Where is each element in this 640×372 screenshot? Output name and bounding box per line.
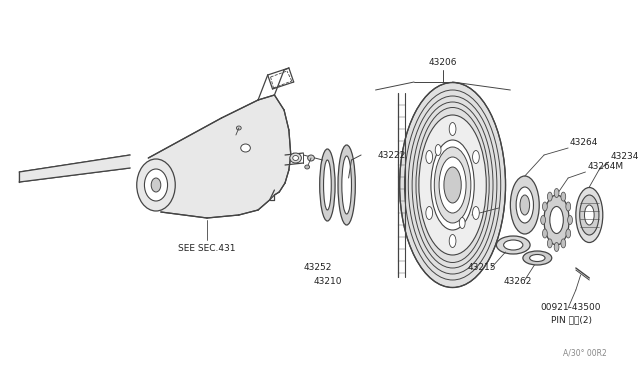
Ellipse shape bbox=[584, 205, 594, 225]
Ellipse shape bbox=[435, 144, 441, 155]
Ellipse shape bbox=[561, 239, 566, 248]
Ellipse shape bbox=[419, 115, 486, 255]
Ellipse shape bbox=[550, 206, 563, 234]
Ellipse shape bbox=[439, 157, 466, 213]
Polygon shape bbox=[19, 155, 130, 182]
Ellipse shape bbox=[520, 195, 530, 215]
Polygon shape bbox=[148, 95, 291, 218]
Ellipse shape bbox=[236, 126, 241, 130]
Text: 43264: 43264 bbox=[570, 138, 598, 147]
Ellipse shape bbox=[145, 169, 168, 201]
Ellipse shape bbox=[504, 240, 523, 250]
Text: A/30° 00R2: A/30° 00R2 bbox=[563, 349, 607, 358]
Ellipse shape bbox=[472, 206, 479, 219]
Ellipse shape bbox=[561, 192, 566, 201]
Ellipse shape bbox=[449, 122, 456, 135]
Ellipse shape bbox=[444, 167, 461, 203]
Ellipse shape bbox=[516, 187, 534, 223]
Text: 00921-43500: 00921-43500 bbox=[541, 304, 601, 312]
Ellipse shape bbox=[497, 236, 530, 254]
Ellipse shape bbox=[547, 239, 552, 248]
Ellipse shape bbox=[426, 151, 433, 164]
Ellipse shape bbox=[544, 195, 569, 245]
Text: 43210: 43210 bbox=[313, 278, 342, 286]
Ellipse shape bbox=[308, 155, 314, 161]
Ellipse shape bbox=[554, 243, 559, 251]
Ellipse shape bbox=[435, 147, 471, 223]
Ellipse shape bbox=[137, 159, 175, 211]
Ellipse shape bbox=[543, 202, 547, 211]
Ellipse shape bbox=[576, 187, 603, 243]
Ellipse shape bbox=[324, 160, 332, 210]
Ellipse shape bbox=[566, 229, 571, 238]
Ellipse shape bbox=[292, 155, 298, 160]
Ellipse shape bbox=[241, 144, 250, 152]
Ellipse shape bbox=[530, 254, 545, 262]
Ellipse shape bbox=[290, 153, 301, 163]
Ellipse shape bbox=[523, 251, 552, 265]
Ellipse shape bbox=[305, 165, 310, 169]
Text: 43234: 43234 bbox=[611, 151, 639, 160]
Ellipse shape bbox=[568, 215, 572, 224]
Ellipse shape bbox=[342, 156, 351, 214]
Ellipse shape bbox=[541, 215, 545, 224]
Ellipse shape bbox=[566, 202, 571, 211]
Ellipse shape bbox=[554, 189, 559, 198]
Ellipse shape bbox=[338, 145, 355, 225]
Ellipse shape bbox=[399, 83, 506, 288]
Ellipse shape bbox=[472, 151, 479, 164]
Ellipse shape bbox=[580, 195, 599, 235]
Ellipse shape bbox=[543, 229, 547, 238]
Text: 43264M: 43264M bbox=[588, 161, 623, 170]
Ellipse shape bbox=[510, 176, 540, 234]
Ellipse shape bbox=[151, 178, 161, 192]
Text: 43252: 43252 bbox=[303, 263, 332, 273]
Ellipse shape bbox=[426, 206, 433, 219]
Text: PIN ピン(2): PIN ピン(2) bbox=[550, 315, 591, 324]
Ellipse shape bbox=[320, 149, 335, 221]
Ellipse shape bbox=[431, 140, 474, 230]
Text: 43262: 43262 bbox=[504, 278, 532, 286]
Text: 43215: 43215 bbox=[467, 263, 496, 273]
Text: SEE SEC.431: SEE SEC.431 bbox=[179, 244, 236, 253]
Text: 43222: 43222 bbox=[378, 151, 406, 160]
Ellipse shape bbox=[547, 192, 552, 201]
Ellipse shape bbox=[449, 234, 456, 247]
Text: 43206: 43206 bbox=[429, 58, 457, 67]
Ellipse shape bbox=[460, 218, 465, 228]
